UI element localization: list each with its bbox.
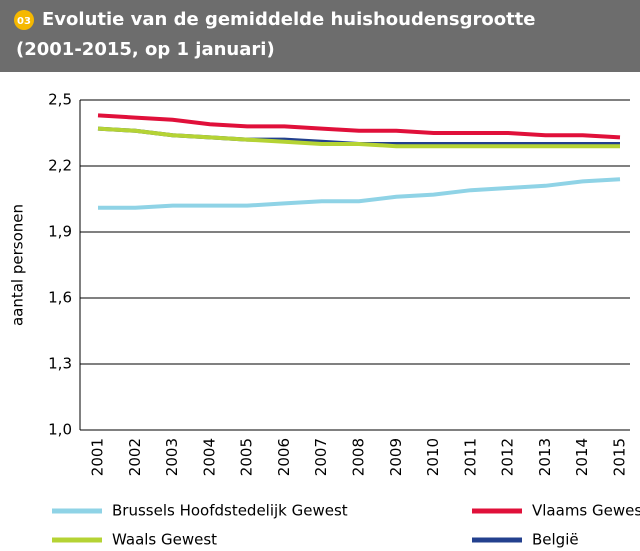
y-axis-label: aantal personen xyxy=(9,204,27,326)
line xyxy=(98,177,621,210)
header-bg xyxy=(0,0,640,72)
badge-text: 03 xyxy=(17,16,31,27)
legend-label: Brussels Hoofdstedelijk Gewest xyxy=(112,502,348,520)
x-tick-label: 2004 xyxy=(200,438,218,476)
y-tick-label: 1,6 xyxy=(48,289,72,307)
x-tick-label: 2015 xyxy=(611,438,629,476)
x-tick-label: 2008 xyxy=(350,438,368,476)
x-tick-label: 2013 xyxy=(536,438,554,476)
legend-label: België xyxy=(532,531,579,549)
y-tick-label: 1,3 xyxy=(48,355,72,373)
x-tick-label: 2012 xyxy=(499,438,517,476)
line xyxy=(97,126,620,149)
x-tick-label: 2010 xyxy=(424,438,442,476)
x-tick-label: 2014 xyxy=(573,438,591,476)
title: Evolutie van de gemiddelde huishoudensgr… xyxy=(42,9,536,30)
legend-label: Vlaams Gewest xyxy=(532,502,640,520)
y-tick-label: 2,2 xyxy=(48,157,72,175)
x-tick-label: 2003 xyxy=(163,438,181,476)
y-tick-label: 2,5 xyxy=(48,91,72,109)
x-tick-label: 2007 xyxy=(312,438,330,476)
y-tick-label: 1,9 xyxy=(48,223,72,241)
x-tick-label: 2001 xyxy=(89,438,107,476)
line xyxy=(97,113,621,140)
legend-label: Waals Gewest xyxy=(112,531,217,549)
y-tick-label: 1,0 xyxy=(48,421,72,439)
badge xyxy=(14,10,34,30)
x-tick-label: 2009 xyxy=(387,438,405,476)
x-tick-label: 2011 xyxy=(461,438,479,476)
x-tick-label: 2005 xyxy=(238,438,256,476)
x-tick-label: 2006 xyxy=(275,438,293,476)
x-tick-label: 2002 xyxy=(126,438,144,476)
title: (2001-2015, op 1 januari) xyxy=(16,39,275,60)
